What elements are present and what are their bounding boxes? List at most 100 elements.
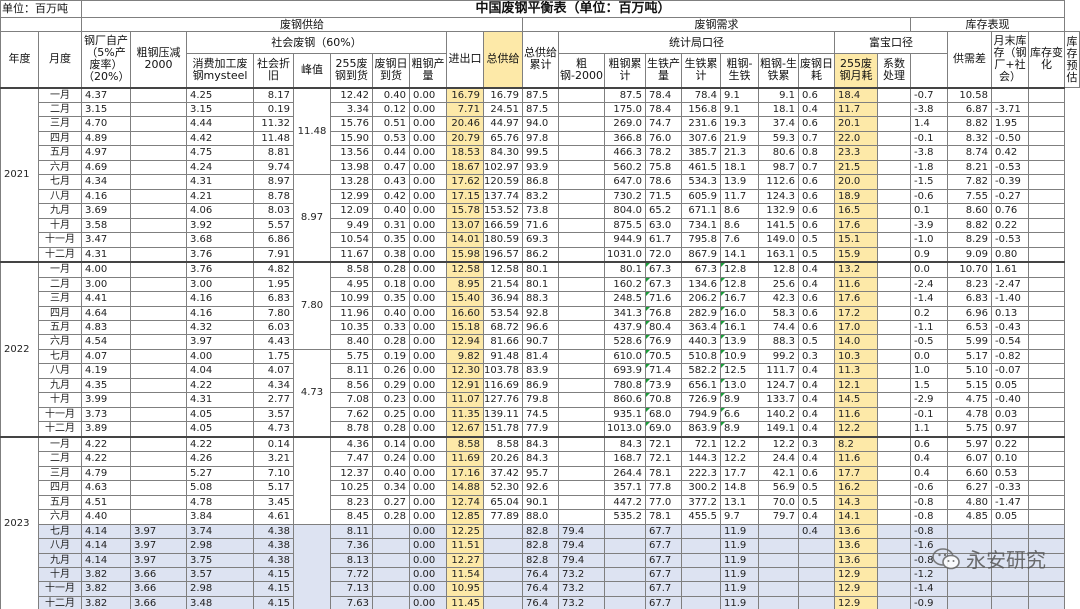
total-supply-cell: 17.15 <box>447 189 484 203</box>
mill-self-cell: 4.64 <box>82 306 131 320</box>
consumption-cell: 2.98 <box>187 539 254 553</box>
scrap-255-monthly-cell: 12.9 <box>834 567 877 581</box>
scrap-daily-cell: 0.5 <box>798 247 834 262</box>
crude-2000-cell: 79.4 <box>559 524 605 538</box>
import-export-cell: 0.00 <box>410 175 447 189</box>
header-year: 年度 <box>1 32 39 88</box>
total-supply-cum-cell: 16.79 <box>484 88 523 103</box>
total-supply-cell: 11.35 <box>447 407 484 421</box>
total-supply-cell: 12.27 <box>447 553 484 567</box>
month-cell: 十二月 <box>39 596 82 609</box>
crude-cut-cell <box>131 88 187 103</box>
crude-cut-cell <box>131 481 187 495</box>
table-row: 六月 4.40 3.84 4.61 8.45 0.28 0.00 12.85 77.89 88.0… <box>1 510 1080 524</box>
coef-cell <box>877 277 910 291</box>
total-supply-cell: 15.98 <box>447 247 484 262</box>
pig-output-cell: 65.2 <box>645 204 681 218</box>
crude-output-cell: 80.1 <box>523 262 559 277</box>
coef-cell <box>877 88 910 103</box>
crude-output-cell: 90.1 <box>523 495 559 509</box>
arrival-daily-cell: 0.35 <box>373 233 410 247</box>
social-dep-cell: 6.86 <box>254 233 294 247</box>
inv-forecast-cell <box>1028 233 1064 247</box>
mill-self-cell: 3.82 <box>82 567 131 581</box>
mill-self-cell: 3.69 <box>82 204 131 218</box>
crude-minus-pig-cum-cell: 9.1 <box>758 88 798 103</box>
import-export-cell: 0.00 <box>410 481 447 495</box>
scrap-255-monthly-cell: 12.9 <box>834 582 877 596</box>
crude-2000-cell <box>559 160 605 174</box>
pig-cum-cell: 534.3 <box>681 175 720 189</box>
inv-change-cell: 0.42 <box>991 146 1028 160</box>
header-crude-cum: 粗钢累计 <box>604 54 645 88</box>
crude-cum-cell: 535.2 <box>604 510 645 524</box>
month-cell: 六月 <box>39 160 82 174</box>
crude-minus-pig-cum-cell: 149.1 <box>758 422 798 437</box>
import-export-cell: 0.00 <box>410 364 447 378</box>
inv-change-cell: 1.61 <box>991 262 1028 277</box>
total-supply-cell: 16.79 <box>447 88 484 103</box>
crude-cut-cell: 3.66 <box>131 567 187 581</box>
crude-2000-cell <box>559 466 605 480</box>
inv-forecast-cell <box>1028 378 1064 392</box>
scrap-daily-cell: 0.4 <box>798 393 834 407</box>
gap-cell: 0.4 <box>910 466 947 480</box>
arrival255-cell: 12.37 <box>331 466 373 480</box>
crude-output-cell: 82.8 <box>523 553 559 567</box>
month-cell: 五月 <box>39 495 82 509</box>
mill-self-cell: 4.14 <box>82 524 131 538</box>
arrival-daily-cell <box>373 553 410 567</box>
inv-end-cell: 8.60 <box>947 204 991 218</box>
month-cell: 八月 <box>39 189 82 203</box>
inv-forecast-cell <box>1028 596 1064 609</box>
crude-minus-pig-cell: 11.9 <box>720 582 758 596</box>
table-row: 六月 4.69 4.24 9.74 13.98 0.47 0.00 18.67 102.97 93… <box>1 160 1080 174</box>
mill-self-cell: 3.47 <box>82 233 131 247</box>
coef-cell <box>877 160 910 174</box>
pig-output-cell: 78.6 <box>645 175 681 189</box>
gap-cell: -1.0 <box>910 233 947 247</box>
month-cell: 三月 <box>39 117 82 131</box>
crude-2000-cell <box>559 321 605 335</box>
inv-change-cell <box>991 596 1028 609</box>
crude-minus-pig-cell: 14.1 <box>720 247 758 262</box>
header-arrival-daily: 废钢日到货 <box>373 54 410 88</box>
pig-output-cell: 67.3 <box>645 262 681 277</box>
pig-cum-cell: 134.6 <box>681 277 720 291</box>
total-supply-cell: 11.45 <box>447 596 484 609</box>
total-supply-cum-cell: 91.48 <box>484 349 523 363</box>
crude-cum-cell: 935.1 <box>604 407 645 421</box>
scrap-255-monthly-cell: 23.3 <box>834 146 877 160</box>
crude-minus-pig-cell: 13.9 <box>720 175 758 189</box>
inv-end-cell: 8.82 <box>947 117 991 131</box>
pig-output-cell: 72.0 <box>645 247 681 262</box>
crude-output-cell: 81.4 <box>523 349 559 363</box>
crude-2000-cell: 73.2 <box>559 596 605 609</box>
crude-cut-cell <box>131 335 187 349</box>
pig-cum-cell: 300.2 <box>681 481 720 495</box>
scrap-255-monthly-cell: 20.1 <box>834 117 877 131</box>
crude-minus-pig-cum-cell <box>758 524 798 538</box>
total-supply-cell: 11.54 <box>447 567 484 581</box>
mill-self-cell: 3.89 <box>82 422 131 437</box>
crude-minus-pig-cell: 13.0 <box>720 378 758 392</box>
total-supply-cell: 12.85 <box>447 510 484 524</box>
crude-output-cell: 87.5 <box>523 102 559 116</box>
crude-2000-cell <box>559 437 605 452</box>
month-cell: 四月 <box>39 131 82 145</box>
consumption-cell: 4.16 <box>187 292 254 306</box>
scrap-daily-cell: 0.6 <box>798 204 834 218</box>
social-dep-cell: 8.17 <box>254 88 294 103</box>
total-supply-cum-cell: 127.76 <box>484 393 523 407</box>
consumption-cell: 4.32 <box>187 321 254 335</box>
inv-end-cell: 4.78 <box>947 407 991 421</box>
crude-cut-cell <box>131 175 187 189</box>
crude-output-cell: 76.4 <box>523 567 559 581</box>
inv-forecast-cell <box>1028 146 1064 160</box>
pig-cum-cell <box>681 524 720 538</box>
arrival255-cell: 8.40 <box>331 335 373 349</box>
coef-cell <box>877 306 910 320</box>
import-export-cell: 0.00 <box>410 292 447 306</box>
inv-end-cell: 8.29 <box>947 233 991 247</box>
table-row: 八月 4.19 4.04 4.07 8.11 0.26 0.00 12.30 103.78 83.… <box>1 364 1080 378</box>
